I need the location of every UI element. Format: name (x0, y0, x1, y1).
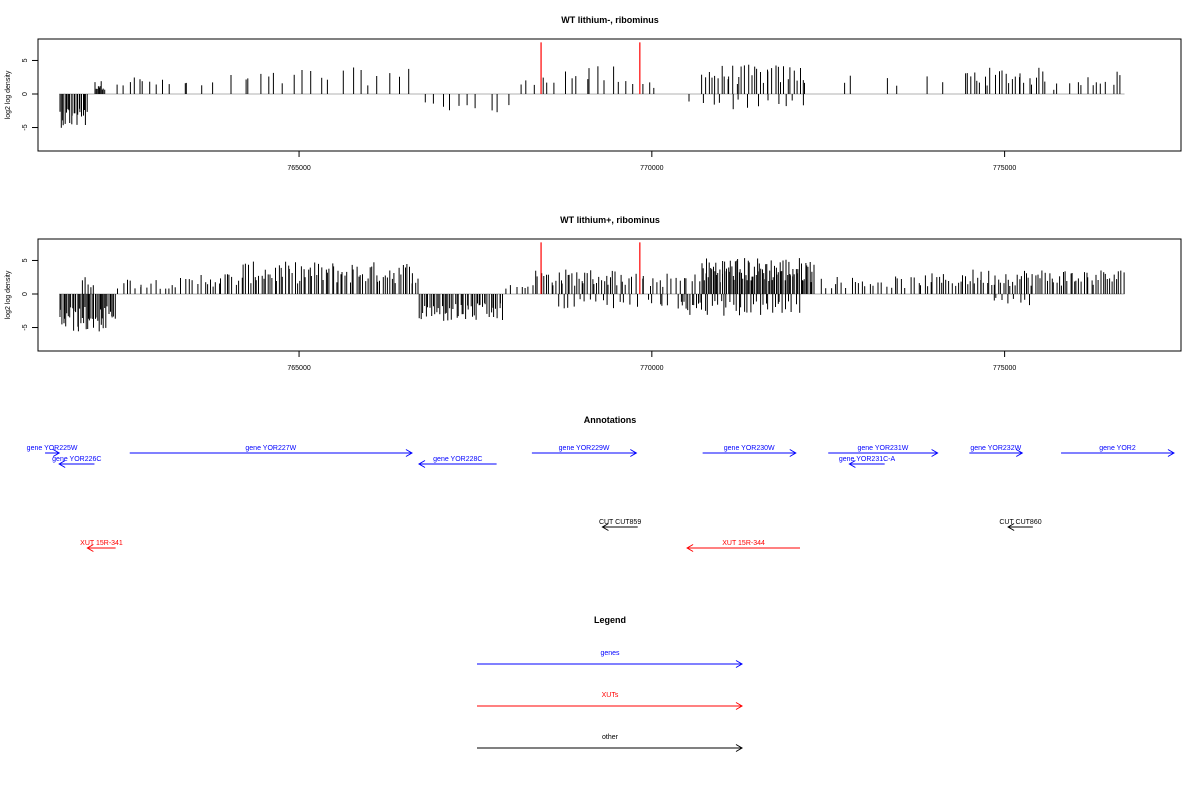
arrowhead-icon (735, 660, 743, 668)
feature-label: CUT CUT860 (999, 519, 1041, 526)
legend-item: other (477, 734, 743, 752)
arrowhead-icon (931, 449, 939, 457)
feature-label: gene YOR230W (724, 445, 775, 452)
arrowhead-icon (58, 460, 66, 468)
x-tick-label: 765000 (287, 365, 310, 372)
arrowhead-icon (418, 460, 426, 468)
legend-items: genes XUTs other (477, 650, 743, 752)
feature-label: gene YOR226C (52, 456, 101, 463)
arrowhead-icon (1007, 523, 1015, 531)
arrowhead-icon (1015, 449, 1024, 457)
annotations-title: Annotations (584, 415, 637, 425)
axes: 765000 770000 775000 5 0 -5 (22, 58, 1016, 172)
feature-label: gene YOR228C (433, 456, 482, 463)
arrowhead-icon (735, 702, 743, 710)
y-tick-label: -5 (22, 124, 29, 130)
gene-feature: gene YOR228C (418, 456, 497, 468)
legend-item-label: other (602, 734, 619, 741)
arrowhead-icon (789, 449, 797, 457)
coverage-bars (59, 42, 1125, 128)
gene-feature: gene YOR231C-A (839, 456, 896, 468)
legend-item: XUTs (477, 692, 743, 710)
x-tick-label: 765000 (287, 165, 310, 172)
legend-item: genes (477, 650, 743, 668)
feature-label: gene YOR229W (559, 445, 610, 452)
y-tick-label: 5 (22, 58, 29, 62)
panel-lithium-minus: WT lithium-, ribominus 765000 770000 77500… (5, 15, 1182, 172)
axes: 765000 770000 775000 5 0 -5 (22, 258, 1016, 372)
cut-feature: CUT CUT860 (999, 519, 1042, 531)
feature-label: gene YOR225W (27, 445, 78, 452)
arrowhead-icon (630, 449, 638, 457)
y-axis-label: log2 log density (5, 70, 12, 119)
y-tick-label: 0 (22, 292, 29, 296)
gene-feature: gene YOR229W (531, 445, 638, 457)
plot-frame (37, 38, 1182, 152)
x-tick-label: 775000 (993, 165, 1016, 172)
arrowhead-icon (735, 744, 743, 752)
feature-label: gene YOR2 (1099, 445, 1136, 452)
panel-title: WT lithium-, ribominus (561, 15, 659, 25)
gene-feature: gene YOR226C (52, 456, 101, 468)
gene-feature: gene YOR2 (1061, 445, 1175, 457)
feature-label: gene YOR231W (857, 445, 908, 452)
gene-feature: gene YOR232W (969, 445, 1024, 457)
gene-feature: gene YOR225W (27, 445, 78, 457)
xut-feature: XUT 15R-341 (80, 540, 123, 552)
legend-item-label: genes (600, 650, 620, 657)
legend-item-label: XUTs (602, 692, 619, 699)
gene-feature: gene YOR230W (702, 445, 797, 457)
gene-feature: gene YOR227W (129, 445, 413, 457)
arrowhead-icon (405, 449, 413, 457)
y-tick-label: 5 (22, 258, 29, 262)
arrowhead-icon (601, 523, 609, 531)
arrowhead-icon (1167, 449, 1175, 457)
arrowhead-icon (52, 449, 61, 457)
feature-label: gene YOR227W (245, 445, 296, 452)
panel-lithium-plus: WT lithium+, ribominus 765000 770000 77500… (5, 215, 1182, 372)
plot-frame (37, 238, 1182, 352)
x-tick-label: 770000 (640, 365, 663, 372)
y-tick-label: 0 (22, 92, 29, 96)
legend: Legend genes XUTs other (477, 615, 743, 752)
feature-label: gene YOR232W (970, 445, 1021, 452)
y-tick-label: -5 (22, 324, 29, 330)
arrowhead-icon (686, 544, 694, 552)
x-tick-label: 775000 (993, 365, 1016, 372)
gene-feature: gene YOR231W (828, 445, 939, 457)
cut-feature: CUT CUT859 (599, 519, 641, 531)
feature-label: gene YOR231C-A (839, 456, 896, 463)
feature-label: CUT CUT859 (599, 519, 641, 526)
legend-title: Legend (594, 615, 626, 625)
coverage-bars (59, 242, 1125, 332)
annotation-features: gene YOR225W gene YOR226C gene YOR227W gene… (27, 445, 1175, 552)
y-axis-label: log2 log density (5, 270, 12, 319)
arrowhead-icon (848, 460, 856, 468)
feature-label: XUT 15R-344 (722, 540, 765, 547)
arrowhead-icon (86, 544, 94, 552)
x-tick-label: 770000 (640, 165, 663, 172)
feature-label: XUT 15R-341 (80, 540, 123, 547)
panel-title: WT lithium+, ribominus (560, 215, 660, 225)
xut-feature: XUT 15R-344 (686, 540, 800, 552)
